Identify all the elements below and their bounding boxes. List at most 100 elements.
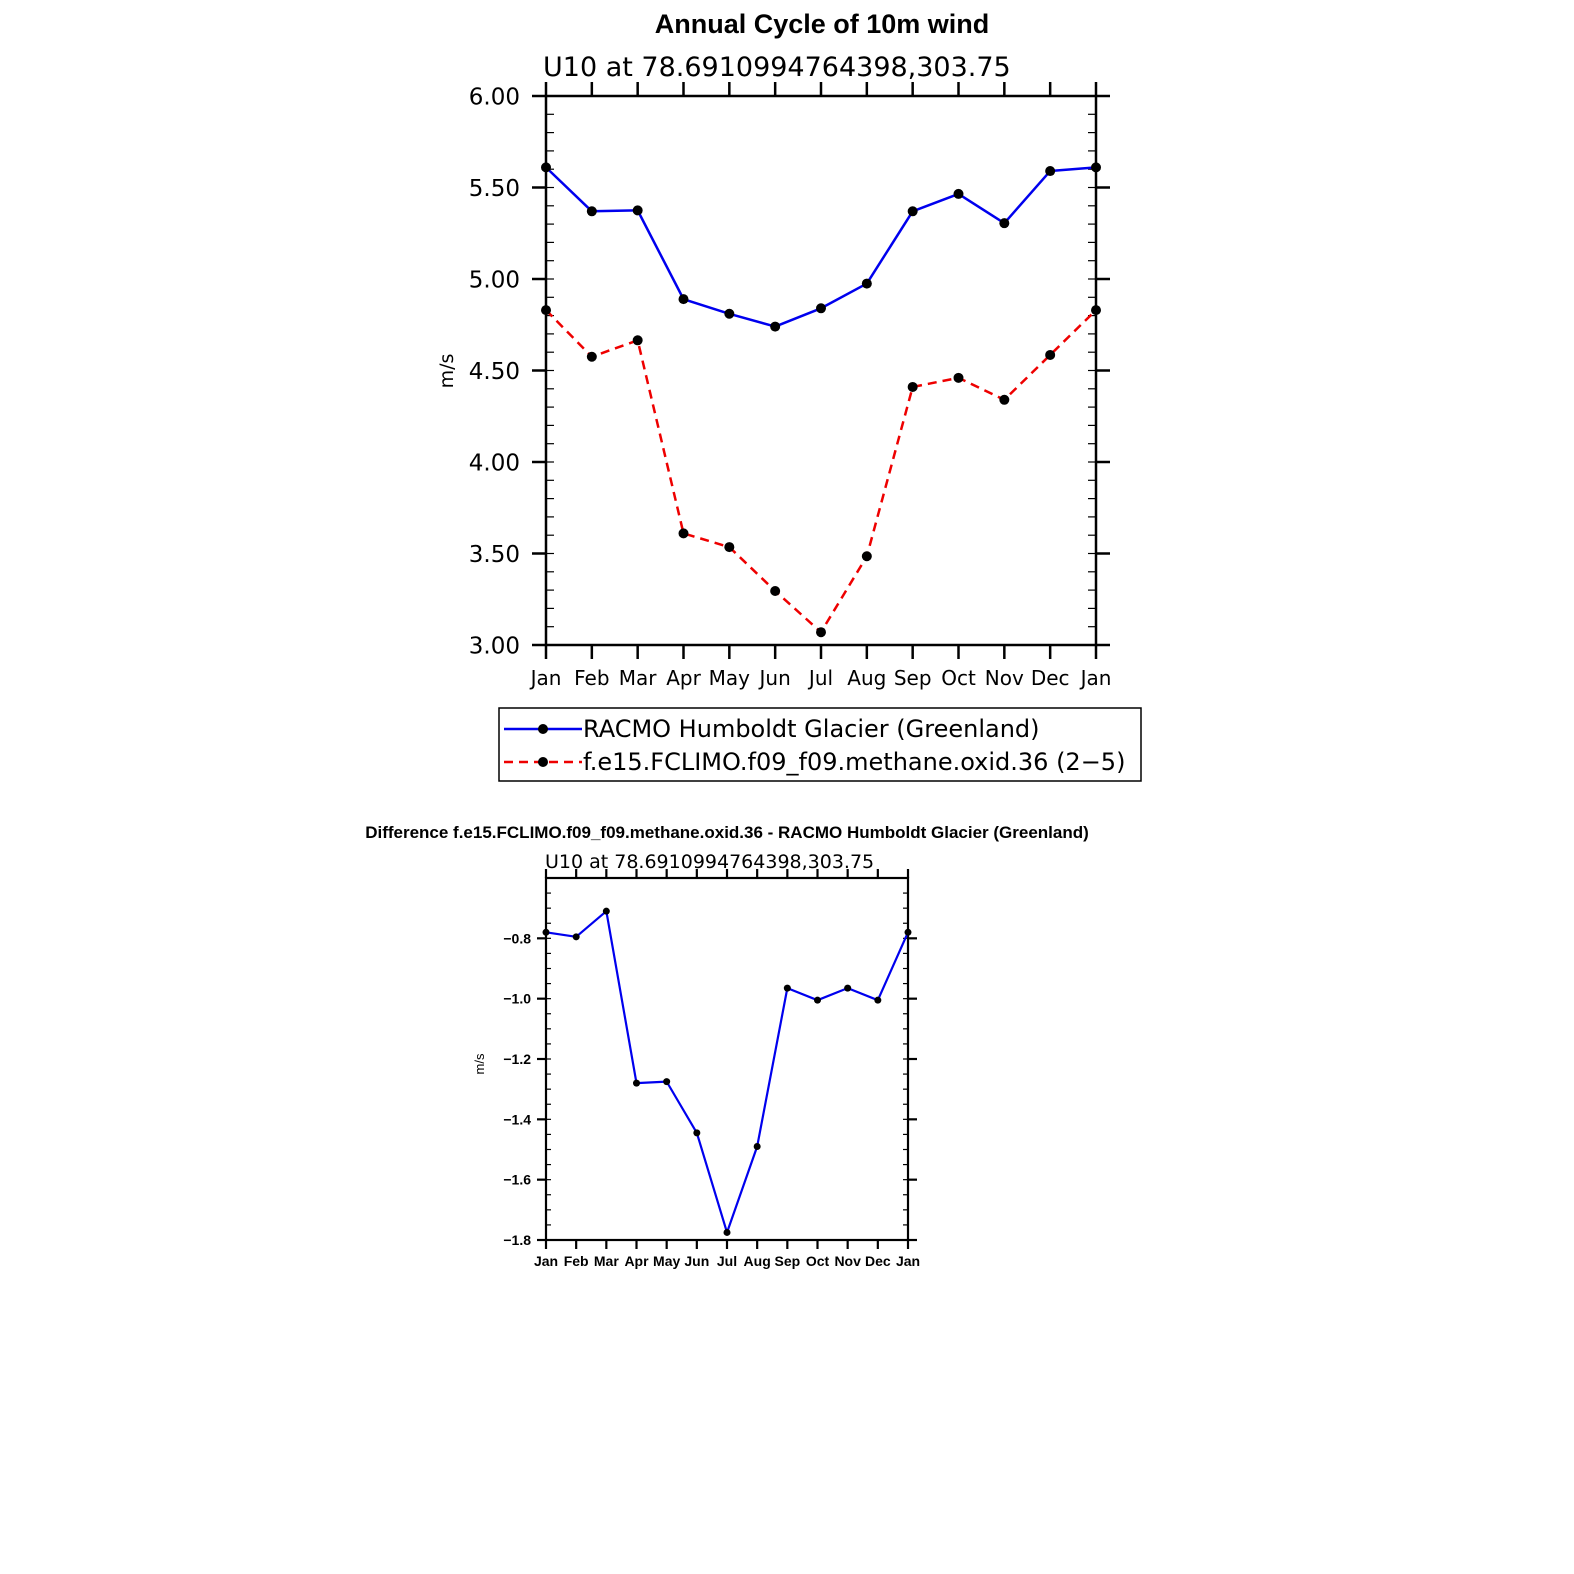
main-series-0-point — [861, 278, 872, 289]
main-series-1-point — [1091, 305, 1101, 316]
diff-series-0-point — [904, 928, 912, 936]
legend-marker-methane — [538, 757, 548, 767]
main-series-1-point — [861, 551, 872, 562]
diff-y-tick-label: −1.0 — [503, 991, 531, 1007]
main-y-tick-label: 4.00 — [469, 450, 520, 476]
diff-x-tick-label: Feb — [564, 1253, 589, 1269]
main-y-tick-label: 3.00 — [469, 633, 520, 659]
diff-x-tick-label: Jul — [717, 1253, 737, 1269]
main-series-1-point — [632, 335, 643, 346]
main-series-0-point — [632, 205, 643, 216]
main-chart-title: Annual Cycle of 10m wind — [655, 9, 990, 39]
main-x-tick-label: May — [709, 666, 751, 690]
main-x-tick-label: Jul — [807, 666, 833, 690]
main-y-tick-label: 5.50 — [469, 176, 520, 202]
main-series-1-point — [816, 627, 826, 638]
main-x-tick-label: Aug — [847, 666, 886, 690]
main-series-1-point — [1045, 349, 1056, 360]
diff-series-0-point — [753, 1142, 761, 1150]
legend-label-racmo: RACMO Humboldt Glacier (Greenland) — [583, 715, 1040, 743]
main-series-0-point — [1045, 166, 1056, 177]
main-x-tick-label: Nov — [985, 666, 1024, 690]
diff-x-tick-label: Jan — [534, 1253, 558, 1269]
main-plot-frame — [544, 94, 1098, 647]
diff-series-line-0 — [545, 910, 910, 1234]
main-series-0-point — [999, 218, 1010, 229]
difference-chart: Difference f.e15.FCLIMO.f09_f09.methane.… — [365, 823, 1089, 1269]
legend-entry-methane: f.e15.FCLIMO.f09_f09.methane.oxid.36 (2−… — [504, 748, 1125, 776]
diff-series-0-point — [542, 928, 550, 936]
diff-series-0-point — [814, 996, 821, 1004]
main-series-0-point — [541, 162, 551, 173]
main-series-1-point — [586, 351, 597, 362]
main-series-0-point — [678, 294, 689, 305]
main-series-0-point — [724, 308, 735, 319]
main-series-0-point — [770, 321, 781, 332]
diff-series-0-point — [663, 1078, 671, 1086]
main-chart-axes: 3.00 3.50 4.00 4.50 5.00 5.50 6.00 Jan Feb Mar Apr… — [469, 82, 1112, 690]
difference-chart-title: Difference f.e15.FCLIMO.f09_f09.methane.… — [365, 823, 1089, 842]
difference-chart-y-axis-label: m/s — [472, 1053, 487, 1074]
main-x-tick-label: Jun — [758, 666, 791, 690]
main-chart-plot-area — [541, 162, 1101, 638]
diff-y-tick-label: −1.4 — [503, 1111, 531, 1127]
main-series-1-point — [678, 528, 689, 539]
difference-chart-plot-area — [542, 907, 912, 1236]
diff-y-tick-label: −1.8 — [503, 1232, 531, 1248]
diff-series-0-point — [874, 996, 882, 1004]
main-series-1-point — [953, 372, 964, 383]
main-y-tick-label: 3.50 — [469, 542, 520, 568]
diff-x-tick-label: Aug — [744, 1253, 771, 1269]
legend-marker-racmo — [538, 724, 548, 734]
main-y-tick-label: 5.00 — [469, 267, 520, 293]
main-series-0-point — [907, 206, 918, 217]
main-series-1-point — [541, 305, 551, 316]
main-x-tick-label: Mar — [619, 666, 658, 690]
diff-x-tick-label: Jan — [896, 1253, 920, 1269]
main-x-tick-label: Feb — [574, 666, 609, 690]
main-series-0-point — [953, 188, 964, 199]
main-y-tick-label: 6.00 — [469, 84, 520, 110]
diff-series-0-point — [602, 907, 610, 915]
diff-series-0-point — [783, 984, 791, 992]
diff-x-tick-label: Mar — [594, 1253, 619, 1269]
legend-box — [498, 707, 1142, 782]
diff-x-tick-label: May — [653, 1253, 680, 1269]
diff-series-0-point — [693, 1129, 701, 1137]
diff-x-tick-label: Apr — [624, 1253, 649, 1269]
main-series-1-point — [770, 586, 781, 597]
main-chart-legend: RACMO Humboldt Glacier (Greenland) f.e15… — [498, 707, 1142, 782]
diff-series-0-point — [633, 1079, 640, 1087]
diff-series-0-point — [572, 933, 580, 941]
legend-label-methane: f.e15.FCLIMO.f09_f09.methane.oxid.36 (2−… — [583, 748, 1125, 776]
difference-chart-subtitle: U10 at 78.6910994764398,303.75 — [545, 851, 874, 873]
main-series-1-point — [907, 381, 918, 392]
main-series-1-point — [999, 394, 1010, 405]
main-x-tick-label: Sep — [894, 666, 932, 690]
main-series-line-1 — [545, 309, 1097, 634]
main-series-line-0 — [545, 166, 1097, 328]
diff-series-0-point — [844, 984, 852, 992]
diff-x-tick-label: Sep — [774, 1253, 800, 1269]
main-x-tick-label: Oct — [941, 666, 976, 690]
main-x-tick-label: Apr — [666, 666, 701, 690]
diff-x-tick-label: Dec — [865, 1253, 891, 1269]
main-x-tick-label: Jan — [1079, 666, 1112, 690]
main-x-tick-label: Dec — [1031, 666, 1070, 690]
diff-x-tick-label: Jun — [684, 1253, 709, 1269]
main-series-0-point — [1091, 162, 1101, 173]
main-series-0-point — [816, 303, 826, 314]
diff-y-tick-label: −1.6 — [503, 1172, 531, 1188]
diff-y-tick-label: −0.8 — [503, 930, 531, 946]
diff-x-tick-label: Oct — [806, 1253, 830, 1269]
main-series-0-point — [586, 206, 597, 217]
main-chart-y-axis-label: m/s — [436, 354, 458, 389]
main-chart-subtitle: U10 at 78.6910994764398,303.75 — [543, 52, 1011, 83]
main-y-tick-label: 4.50 — [469, 359, 520, 385]
legend-entry-racmo: RACMO Humboldt Glacier (Greenland) — [504, 715, 1040, 743]
main-series-1-point — [724, 542, 735, 553]
diff-y-tick-label: −1.2 — [503, 1051, 531, 1067]
diff-series-0-point — [723, 1228, 731, 1236]
